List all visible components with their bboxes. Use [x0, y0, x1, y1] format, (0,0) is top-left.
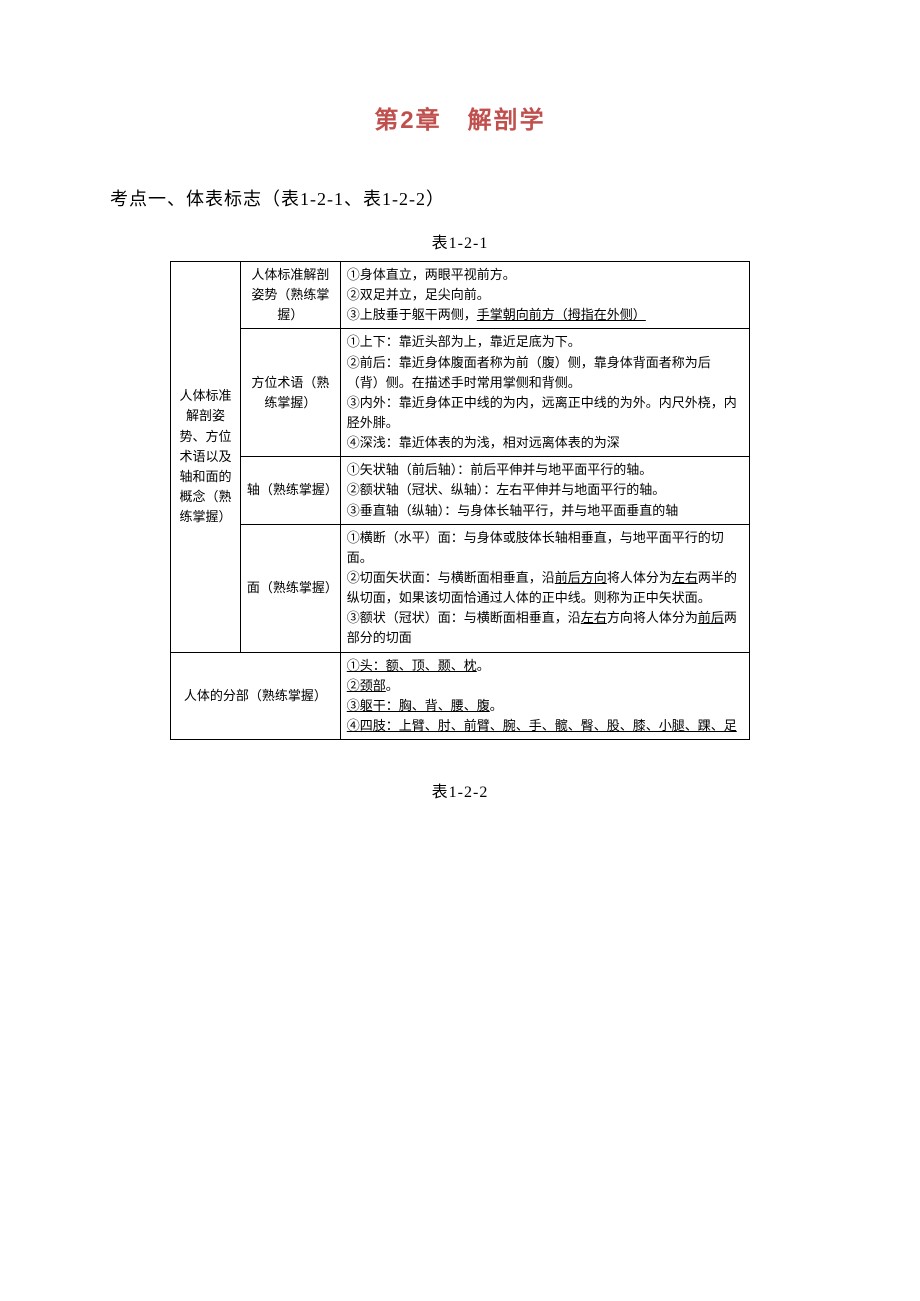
- text-run: 。: [477, 658, 490, 673]
- text-run: ①上下：靠近头部为上，靠近足底为下。: [347, 334, 581, 349]
- table-row: 人体标准解剖姿势、方位术语以及轴和面的概念（熟练掌握）人体标准解剖姿势（熟练掌握…: [171, 262, 750, 329]
- row-content: ①横断（水平）面：与身体或肢体长轴相垂直，与地平面平行的切面。 ②切面矢状面：与横…: [340, 524, 749, 652]
- text-run: ③上肢垂于躯干两侧，: [347, 307, 477, 322]
- text-run: ①头：额、顶、颞、枕: [347, 658, 477, 673]
- text-run: ③额状（冠状）面：与横断面相垂直，沿: [347, 610, 581, 625]
- table-caption-1: 表1-2-1: [110, 229, 810, 253]
- text-run: ③内外：靠近身体正中线的为内，远离正中线的为外。内尺外桡，内胫外腓。: [347, 395, 737, 430]
- text-run: ③躯干：胸、背、腰、腹: [347, 698, 490, 713]
- table-caption-2: 表1-2-2: [110, 778, 810, 802]
- row-subheading: 面（熟练掌握）: [240, 524, 340, 652]
- text-run: 方向将人体分为: [607, 610, 698, 625]
- row-group-label: 人体的分部（熟练掌握）: [171, 652, 341, 740]
- text-run: ④四肢：上臂、肘、前臂、腕、手、髋、臀、股、膝、小腿、踝、足: [347, 718, 737, 733]
- text-run: ②双足并立，足尖向前。: [347, 287, 490, 302]
- row-content: ①头：额、顶、颞、枕。②颈部。③躯干：胸、背、腰、腹。④四肢：上臂、肘、前臂、腕…: [340, 652, 749, 740]
- text-run: 前后方向: [555, 570, 607, 585]
- text-run: 将人体分为: [607, 570, 672, 585]
- text-run: ②颈部: [347, 678, 386, 693]
- text-run: ②额状轴（冠状、纵轴）：左右平伸并与地面平行的轴。: [347, 482, 666, 497]
- section-heading: 考点一、体表标志（表1-2-1、表1-2-2）: [110, 185, 810, 211]
- table-row: 人体的分部（熟练掌握）①头：额、顶、颞、枕。②颈部。③躯干：胸、背、腰、腹。④四…: [171, 652, 750, 740]
- text-run: ④深浅：靠近体表的为浅，相对远离体表的为深: [347, 435, 620, 450]
- text-run: 左右: [672, 570, 698, 585]
- row-subheading: 人体标准解剖姿势（熟练掌握）: [240, 262, 340, 329]
- text-run: ①身体直立，两眼平视前方。: [347, 267, 516, 282]
- text-run: ①矢状轴（前后轴）：前后平伸并与地平面平行的轴。: [347, 462, 653, 477]
- text-run: ①横断（水平）面：与身体或肢体长轴相垂直，与地平面平行的切面。: [347, 530, 724, 565]
- row-content: ①身体直立，两眼平视前方。 ②双足并立，足尖向前。 ③上肢垂于躯干两侧，手掌朝向前方…: [340, 262, 749, 329]
- chapter-title: 第2章 解剖学: [110, 100, 810, 135]
- row-content: ①上下：靠近头部为上，靠近足底为下。 ②前后：靠近身体腹面者称为前（腹）侧，靠身体…: [340, 329, 749, 457]
- text-run: 左右: [581, 610, 607, 625]
- table-1-2-1: 人体标准解剖姿势、方位术语以及轴和面的概念（熟练掌握）人体标准解剖姿势（熟练掌握…: [170, 261, 750, 740]
- text-run: 手掌朝向前方（拇指在外侧）: [477, 307, 646, 322]
- table-row: 轴（熟练掌握） ①矢状轴（前后轴）：前后平伸并与地平面平行的轴。 ②额状轴（冠状、纵…: [171, 457, 750, 524]
- text-run: 前后: [698, 610, 724, 625]
- text-run: 。: [386, 678, 399, 693]
- row-group-label: 人体标准解剖姿势、方位术语以及轴和面的概念（熟练掌握）: [171, 262, 241, 653]
- row-subheading: 方位术语（熟练掌握）: [240, 329, 340, 457]
- table-row: 方位术语（熟练掌握） ①上下：靠近头部为上，靠近足底为下。 ②前后：靠近身体腹面者称…: [171, 329, 750, 457]
- text-run: ③垂直轴（纵轴）：与身体长轴平行，并与地平面垂直的轴: [347, 503, 679, 518]
- text-run: ②前后：靠近身体腹面者称为前（腹）侧，靠身体背面者称为后（背）侧。在描述手时常用…: [347, 355, 711, 390]
- text-run: ②切面矢状面：与横断面相垂直，沿: [347, 570, 555, 585]
- text-run: 。: [490, 698, 503, 713]
- row-content: ①矢状轴（前后轴）：前后平伸并与地平面平行的轴。 ②额状轴（冠状、纵轴）：左右平伸…: [340, 457, 749, 524]
- table-row: 面（熟练掌握）①横断（水平）面：与身体或肢体长轴相垂直，与地平面平行的切面。 ②切…: [171, 524, 750, 652]
- row-subheading: 轴（熟练掌握）: [240, 457, 340, 524]
